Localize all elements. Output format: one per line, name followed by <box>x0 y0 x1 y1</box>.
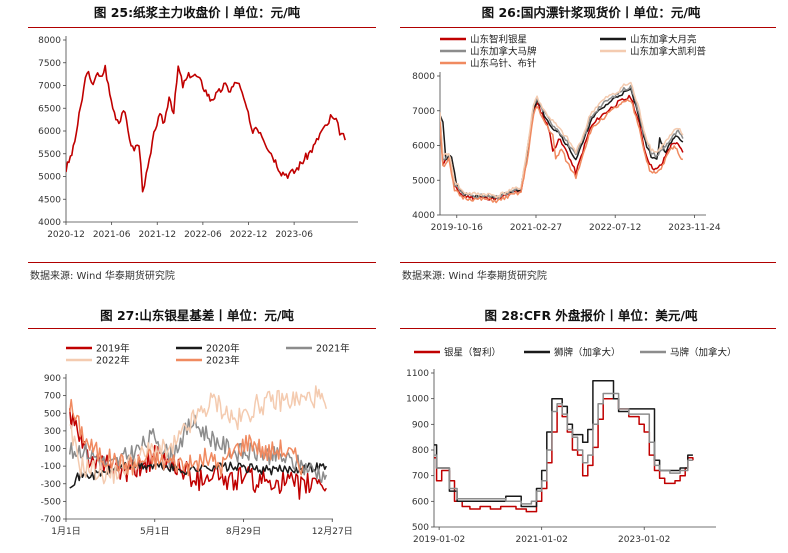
y-tick-label: 6500 <box>38 104 61 114</box>
legend-entry: 银星（智利） <box>444 347 501 359</box>
y-tick-label: 300 <box>44 427 61 437</box>
y-tick-label: 7500 <box>38 59 61 69</box>
y-tick-label: 100 <box>44 445 61 455</box>
y-tick-label: 5000 <box>412 176 435 186</box>
x-tick-label: 2019-10-16 <box>431 223 484 233</box>
source-rule-1 <box>28 262 376 263</box>
x-tick-label: 2022-06 <box>184 230 222 240</box>
legend-entry: 马牌（加拿大） <box>670 347 737 359</box>
legend-entry: 山东加拿大月亮 <box>630 34 697 46</box>
series-line-5 <box>68 398 304 477</box>
x-tick-label: 12月27日 <box>312 526 353 537</box>
legend-entry: 山东加拿大凯利普 <box>630 46 707 58</box>
x-tick-label: 1月1日 <box>51 526 80 537</box>
y-tick-label: 8000 <box>38 36 61 46</box>
series-line-3 <box>434 392 693 505</box>
series-line-1 <box>66 64 346 193</box>
chart-title: 图 26:国内漂针浆现货价丨单位：元/吨 <box>482 5 701 20</box>
legend-entry: 山东智利银星 <box>470 34 527 46</box>
y-tick-label: 900 <box>412 420 429 430</box>
legend-entry: 山东加拿大马牌 <box>470 46 537 58</box>
x-tick-label: 5月1日 <box>140 526 169 537</box>
legend-entry: 2023年 <box>206 355 240 367</box>
title-rule-2 <box>400 27 776 28</box>
y-tick-label: 5500 <box>38 150 61 160</box>
x-tick-label: 2021-01-02 <box>516 535 568 545</box>
title-rule-4 <box>400 328 776 329</box>
chart-title: 图 25:纸浆主力收盘价丨单位：元/吨 <box>94 5 301 20</box>
chart-shandong-silverstar-basis: 图 27:山东银星基差丨单位：元/吨 -700 -500 -300 -100 100 300… <box>41 308 353 537</box>
y-tick-label: 700 <box>44 392 61 402</box>
legend-entry: 山东乌针、布针 <box>470 58 537 70</box>
y-tick-label: 6000 <box>38 127 61 137</box>
series-line-2 <box>434 379 693 508</box>
y-tick-label: -500 <box>41 497 62 507</box>
legend-entry: 2021年 <box>316 343 350 355</box>
source-note-1: 数据来源: Wind 华泰期货研究院 <box>30 271 175 282</box>
x-tick-label: 2019-01-02 <box>413 535 465 545</box>
y-tick-label: 4000 <box>38 218 61 228</box>
legend-entry: 狮牌（加拿大） <box>554 347 621 359</box>
x-tick-label: 2021-12 <box>138 230 176 240</box>
chart-title: 图 27:山东银星基差丨单位：元/吨 <box>100 308 294 323</box>
legend-entry: 2020年 <box>206 343 240 355</box>
y-tick-label: 900 <box>44 374 61 384</box>
y-tick-label: 4000 <box>412 211 435 221</box>
x-tick-label: 2023-01-02 <box>618 535 670 545</box>
title-rule-1 <box>28 27 376 28</box>
y-tick-label: 600 <box>412 497 429 507</box>
x-tick-label: 2021-06 <box>93 230 131 240</box>
y-tick-label: 7000 <box>412 107 435 117</box>
source-note-2: 数据来源: Wind 华泰期货研究院 <box>402 271 547 282</box>
x-tick-label: 8月29日 <box>226 526 261 537</box>
series-line-1 <box>434 397 694 513</box>
x-tick-label: 2021-02-27 <box>510 223 562 233</box>
chart-pulp-futures-close: 图 25:纸浆主力收盘价丨单位：元/吨 4000 4500 5000 5500 6000 6… <box>38 5 358 240</box>
y-tick-label: 8000 <box>412 72 435 82</box>
legend-entry: 2022年 <box>96 355 130 367</box>
y-tick-label: 7000 <box>38 82 61 92</box>
legend-entry: 2019年 <box>96 343 130 355</box>
y-tick-label: 1100 <box>406 369 429 379</box>
x-tick-label: 2022-12 <box>230 230 268 240</box>
y-tick-label: -300 <box>41 480 62 490</box>
x-tick-label: 2022-07-12 <box>589 223 641 233</box>
source-rule-2 <box>400 262 776 263</box>
title-rule-3 <box>28 328 376 329</box>
series-line-4 <box>440 81 684 199</box>
chart-cfr-quotes: 图 28:CFR 外盘报价丨单位：美元/吨 500 600 700 800 900 1000… <box>406 308 737 545</box>
y-tick-label: -700 <box>41 515 62 525</box>
chart-title: 图 28:CFR 外盘报价丨单位：美元/吨 <box>484 308 698 323</box>
x-tick-label: 2023-11-24 <box>668 223 721 233</box>
y-tick-label: 1000 <box>406 395 429 405</box>
x-tick-label: 2020-12 <box>47 230 85 240</box>
y-tick-label: 5000 <box>38 173 61 183</box>
y-tick-label: 4500 <box>38 195 61 205</box>
series-line-4 <box>69 385 328 485</box>
y-tick-label: 500 <box>412 523 429 533</box>
y-tick-label: 700 <box>412 472 429 482</box>
series-line-5 <box>440 98 684 204</box>
x-tick-label: 2023-06 <box>275 230 313 240</box>
y-tick-label: 500 <box>44 409 61 419</box>
series-line-1 <box>440 94 684 202</box>
y-tick-label: 800 <box>412 446 429 456</box>
chart-softwood-pulp-spot: 图 26:国内漂针浆现货价丨单位：元/吨 4000 5000 6000 7000 8000… <box>412 5 721 233</box>
y-tick-label: -100 <box>41 462 62 472</box>
y-tick-label: 6000 <box>412 142 435 152</box>
